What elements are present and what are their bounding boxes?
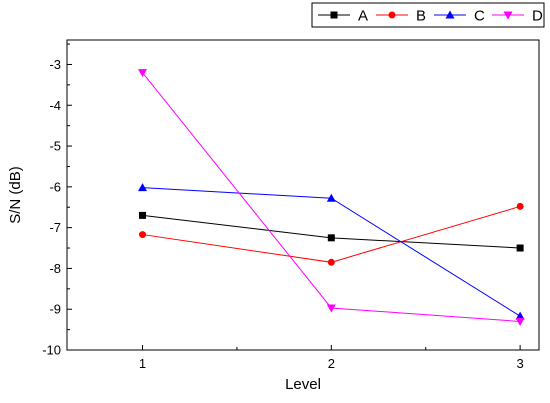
legend-label: D (532, 8, 543, 25)
x-tick-label: 1 (139, 356, 146, 371)
legend-label: A (358, 8, 368, 25)
data-point-marker (326, 193, 336, 202)
plot-border (66, 39, 540, 351)
y-axis-title: S/N (dB) (7, 166, 24, 224)
data-point-marker (515, 311, 525, 320)
series-d (138, 69, 525, 326)
data-point-marker (515, 317, 525, 326)
legend-label: B (416, 8, 426, 25)
series-b (139, 202, 524, 266)
series-a (139, 211, 524, 252)
x-tick-label: 3 (517, 356, 524, 371)
x-axis-title: Level (285, 376, 321, 393)
y-tick-label: -7 (49, 220, 61, 235)
y-tick-label: -3 (49, 57, 61, 72)
data-point-marker (516, 244, 524, 252)
data-point-marker (330, 11, 338, 19)
y-tick-label: -10 (42, 343, 61, 358)
data-point-marker (327, 234, 335, 242)
y-tick-label: -9 (49, 302, 61, 317)
y-tick-label: -4 (49, 98, 61, 113)
series-line (142, 187, 521, 317)
series-c (138, 183, 525, 320)
y-tick-label: -6 (49, 179, 61, 194)
data-point-marker (516, 202, 524, 210)
data-point-marker (326, 304, 336, 313)
legend-entry-b: B (376, 8, 426, 25)
x-tick-label: 2 (328, 356, 335, 371)
data-point-marker (138, 183, 148, 192)
data-point-marker (138, 69, 148, 78)
y-tick-label: -5 (49, 139, 61, 154)
data-point-marker (445, 10, 455, 19)
y-tick-label: -8 (49, 261, 61, 276)
data-point-marker (139, 211, 147, 219)
legend-entry-a: A (318, 8, 368, 25)
data-point-marker (139, 231, 147, 239)
data-point-marker (503, 11, 513, 20)
data-point-marker (327, 258, 335, 266)
legend-entry-c: C (434, 8, 485, 25)
data-point-marker (388, 11, 396, 19)
legend-entry-d: D (492, 8, 543, 25)
legend-label: C (474, 8, 485, 25)
